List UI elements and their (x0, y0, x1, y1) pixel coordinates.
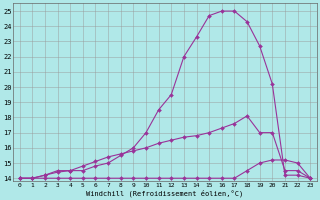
X-axis label: Windchill (Refroidissement éolien,°C): Windchill (Refroidissement éolien,°C) (86, 189, 244, 197)
